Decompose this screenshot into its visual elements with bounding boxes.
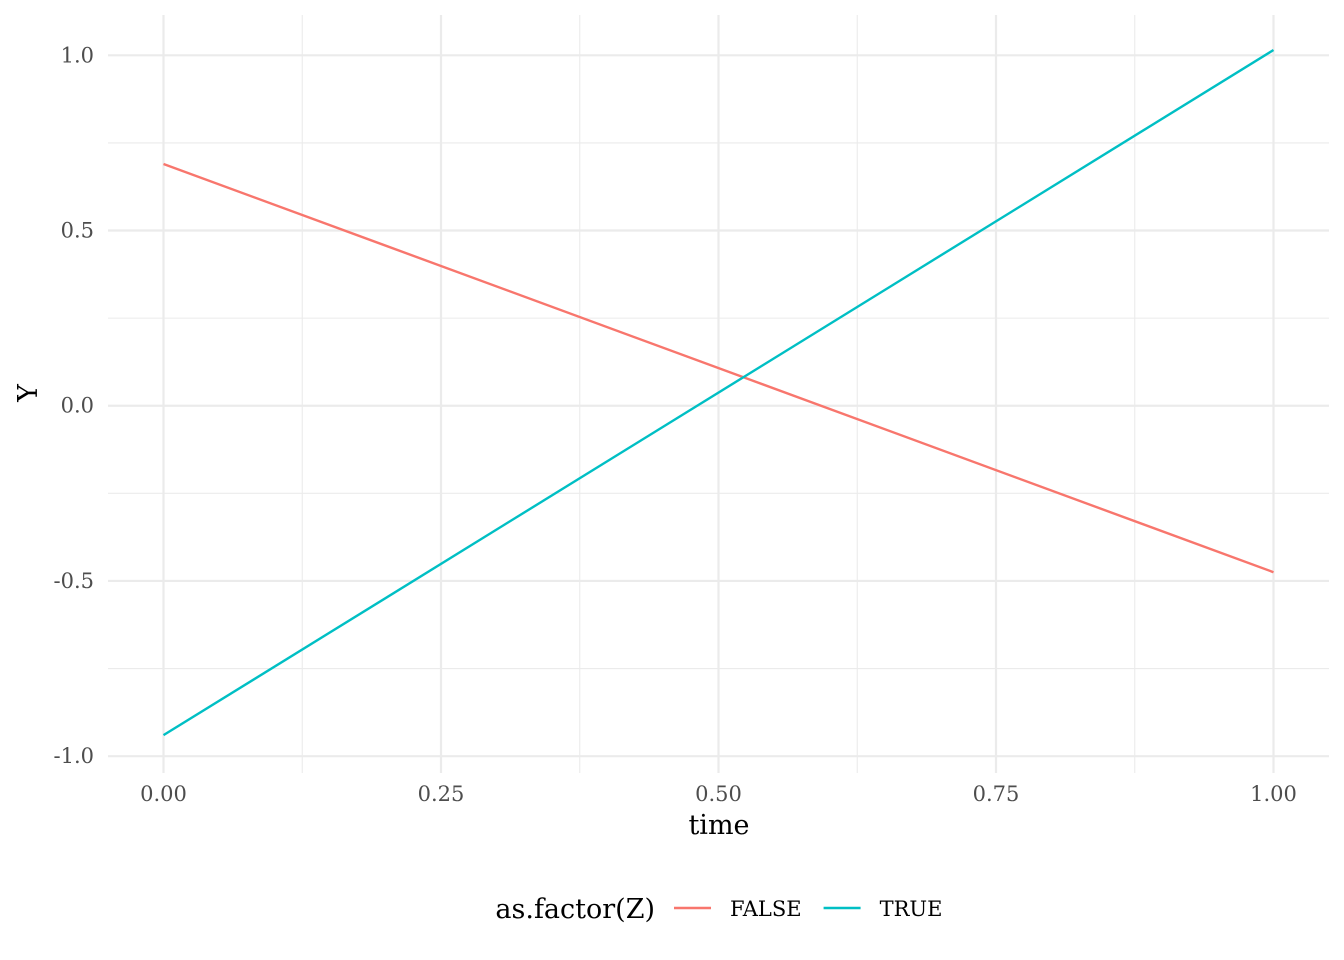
x-axis-title: time [688, 810, 749, 841]
x-tick-label: 0.50 [695, 782, 742, 806]
y-tick-label: 0.0 [61, 394, 94, 418]
y-tick-label: 0.5 [61, 219, 94, 243]
legend-title: as.factor(Z) [495, 894, 655, 925]
legend-label-false: FALSE [730, 897, 802, 921]
y-tick-label: -1.0 [54, 744, 95, 768]
y-tick-label: 1.0 [61, 43, 94, 67]
x-tick-label: 1.00 [1250, 782, 1297, 806]
legend: as.factor(Z) FALSE TRUE [495, 894, 942, 925]
y-tick-label: -0.5 [54, 569, 95, 593]
legend-item-false: FALSE [674, 897, 802, 921]
legend-item-true: TRUE [823, 897, 943, 921]
x-tick-label: 0.25 [418, 782, 465, 806]
series-lines [162, 49, 1275, 737]
major-gridlines [108, 15, 1329, 773]
x-tick-label: 0.75 [973, 782, 1020, 806]
legend-items: FALSE TRUE [674, 897, 942, 921]
y-axis-title: Y [13, 383, 44, 403]
x-tick-label: 0.00 [140, 782, 187, 806]
series-line-false [163, 162, 1274, 574]
x-axis-tick-labels: 0.00 0.25 0.50 0.75 1.00 [140, 782, 1297, 806]
y-axis-tick-labels: -1.0 -0.5 0.0 0.5 1.0 [54, 43, 95, 768]
legend-label-true: TRUE [880, 897, 943, 921]
series-line-true [162, 49, 1275, 737]
